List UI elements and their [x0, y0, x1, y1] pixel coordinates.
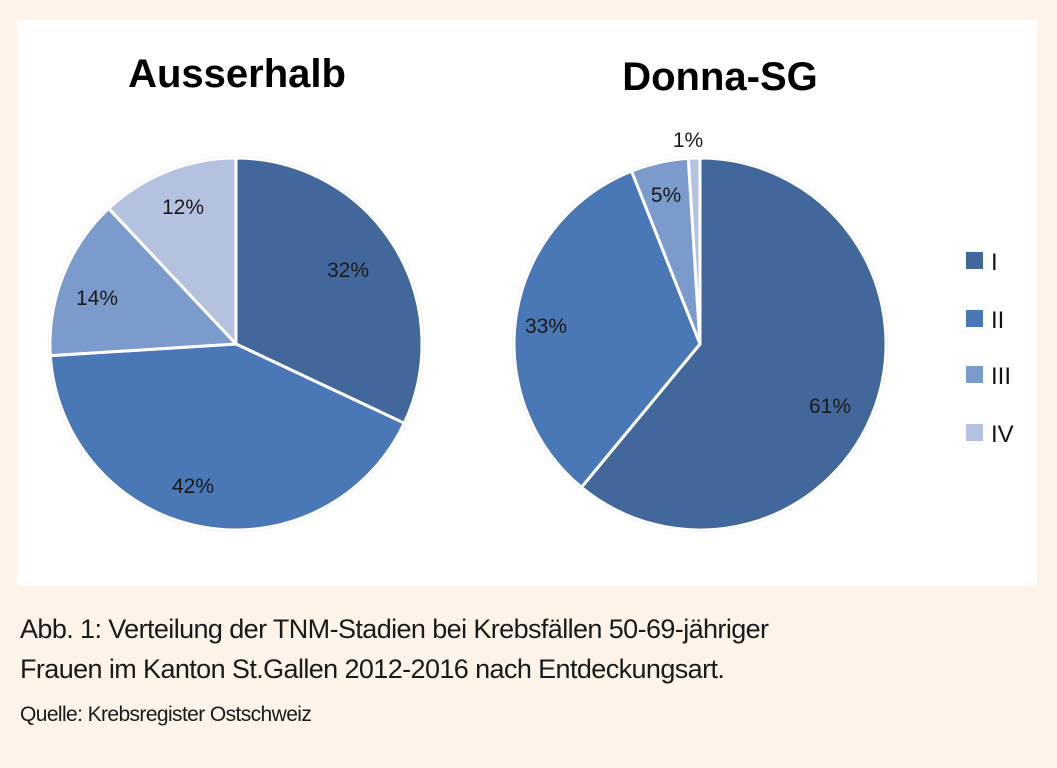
- legend-label-III: III: [991, 363, 1011, 390]
- legend-swatch-IV: [966, 424, 983, 441]
- slice-label-III: 5%: [651, 184, 681, 207]
- chart-title-ausserhalb: Ausserhalb: [128, 52, 346, 96]
- slice-label-III: 14%: [76, 287, 118, 310]
- pie-ausserhalb: 32% 42% 14% 12%: [48, 156, 424, 532]
- slice-label-IV: 1%: [673, 129, 703, 152]
- pie-slice-II: [48, 342, 406, 532]
- pie-slice-I: [579, 156, 888, 532]
- pie-slice-II: [512, 169, 702, 489]
- legend-swatch-II: [966, 310, 983, 327]
- legend-swatch-III: [966, 366, 983, 383]
- figure-caption-line-1: Abb. 1: Verteilung der TNM-Stadien bei K…: [20, 614, 769, 644]
- chart-title-donna-sg: Donna-SG: [622, 55, 818, 99]
- pie-slice-IV: [686, 156, 702, 346]
- slice-label-II: 42%: [172, 475, 214, 498]
- slice-label-I: 32%: [327, 259, 369, 282]
- legend-swatch-I: [966, 252, 983, 269]
- legend-label-I: I: [991, 249, 998, 276]
- pie-slice-I: [234, 156, 424, 425]
- slice-label-IV: 12%: [162, 196, 204, 219]
- pie-slice-IV: [107, 156, 238, 346]
- slice-label-II: 33%: [525, 315, 567, 338]
- legend: I II III IV: [966, 249, 1014, 448]
- slice-label-I: 61%: [809, 395, 851, 418]
- legend-label-II: II: [991, 307, 1004, 334]
- pie-slice-III: [48, 206, 238, 358]
- legend-label-IV: IV: [991, 421, 1014, 448]
- pie-donna-sg: 61% 33% 5% 1%: [512, 129, 888, 532]
- figure-source: Quelle: Krebsregister Ostschweiz: [20, 703, 312, 726]
- figure-caption-line-2: Frauen im Kanton St.Gallen 2012-2016 nac…: [20, 654, 725, 684]
